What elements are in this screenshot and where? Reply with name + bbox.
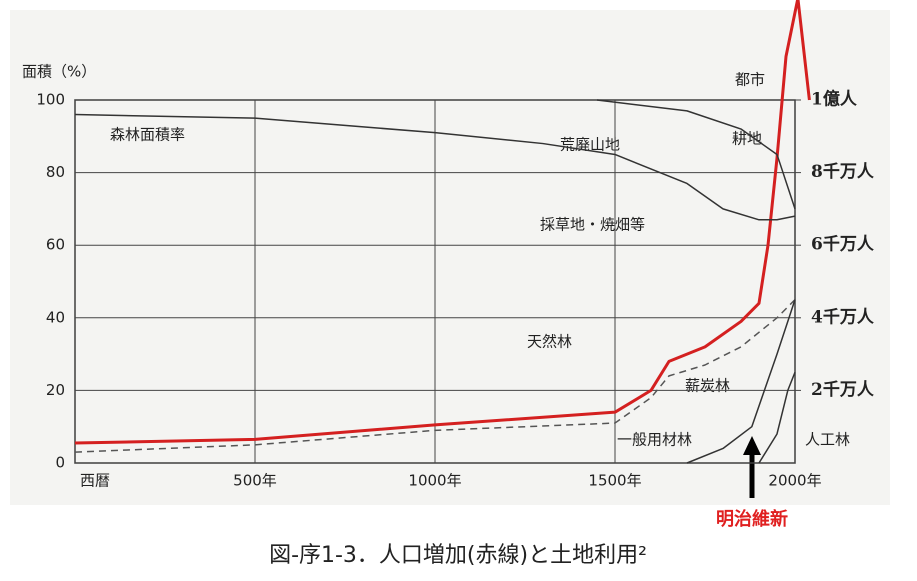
y-tick-label: 20 (46, 381, 65, 399)
series-line (758, 371, 796, 464)
y2-tick-label: 8千万人 (811, 162, 875, 182)
annotation: 人工林 (805, 431, 850, 449)
arrow-head (743, 436, 761, 455)
y-tick-label: 60 (46, 236, 65, 254)
y2-tick-label: 6千万人 (811, 235, 875, 255)
y-tick-label: 40 (46, 308, 65, 326)
series-line (74, 0, 811, 445)
y-tick-label: 80 (46, 163, 65, 181)
x-tick-label: 1000年 (408, 472, 461, 490)
x-tick-label: 2000年 (768, 472, 821, 490)
y-axis-label: 面積（%） (22, 63, 96, 81)
annotation: 薪炭林 (685, 377, 730, 395)
y-tick-label: 0 (55, 454, 65, 472)
y2-tick-label: 4千万人 (811, 307, 875, 327)
series-line (686, 299, 796, 464)
annotation: 都市 (735, 71, 765, 89)
x-tick-label: 500年 (233, 472, 277, 490)
series-line (74, 113, 796, 221)
series-line (596, 99, 796, 210)
y2-tick-label: 2千万人 (811, 380, 875, 400)
annotation: 一般用材林 (617, 431, 692, 449)
x-tick-label: 西暦 (80, 472, 110, 490)
annotation: 森林面積率 (110, 126, 185, 144)
annotation: 採草地・焼畑等 (540, 216, 645, 234)
y-tick-label: 100 (36, 91, 65, 109)
annotation: 天然林 (527, 333, 572, 351)
annotation: 耕地 (732, 130, 762, 148)
x-tick-label: 1500年 (588, 472, 641, 490)
caption: 図-序1-3．人口増加(赤線)と土地利用² (269, 543, 647, 568)
series-line (74, 299, 796, 453)
annotation: 明治維新 (716, 508, 788, 530)
y2-tick-label: 1億人 (811, 89, 858, 110)
